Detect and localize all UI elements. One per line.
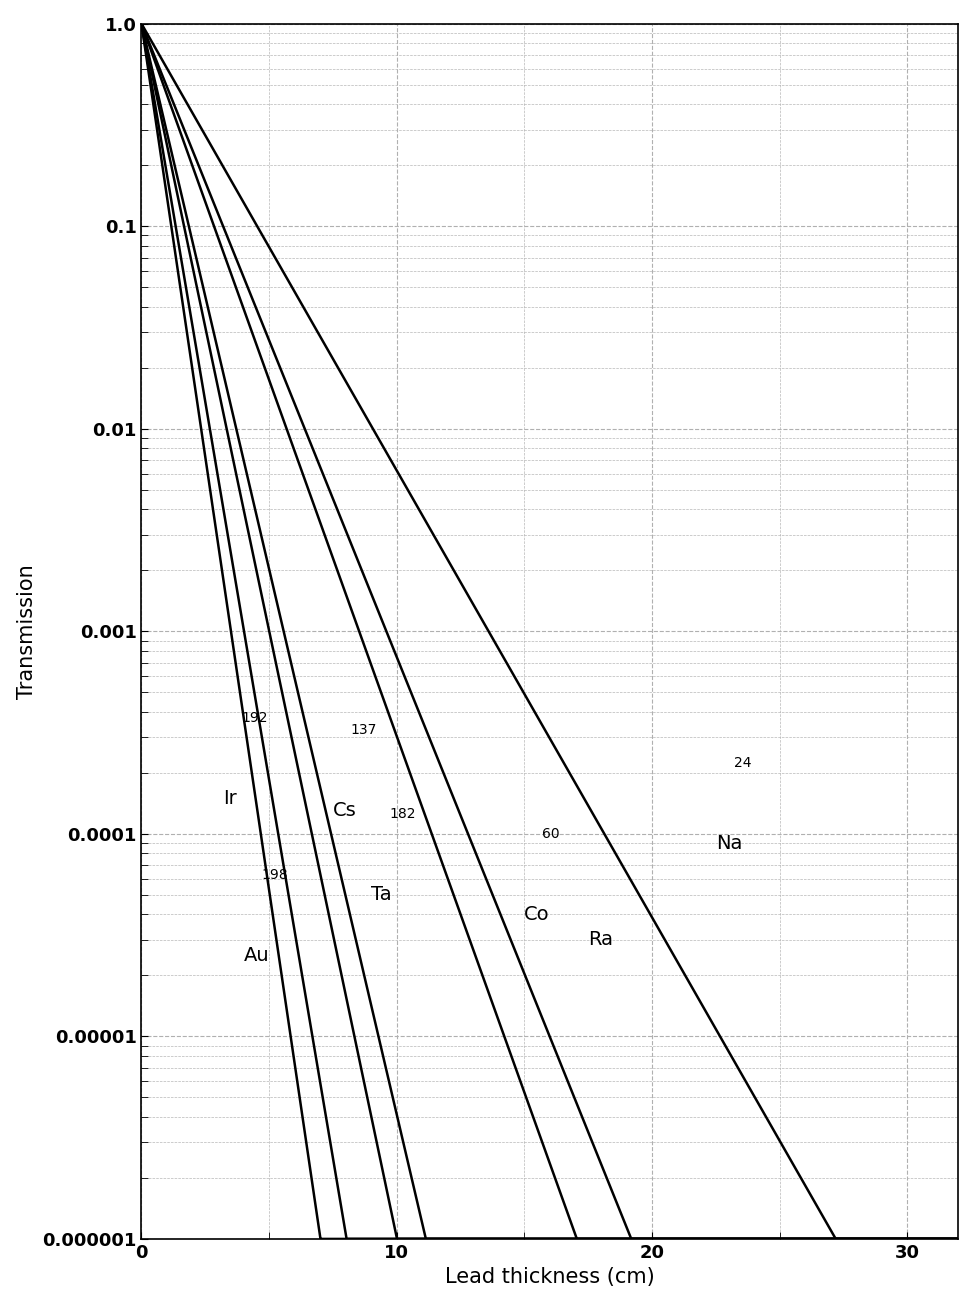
Text: 192: 192 xyxy=(241,711,267,725)
Text: 182: 182 xyxy=(389,807,415,822)
Text: Ra: Ra xyxy=(588,930,613,949)
Text: Co: Co xyxy=(525,905,550,925)
Text: 60: 60 xyxy=(542,827,560,841)
Text: Au: Au xyxy=(244,947,269,965)
Text: 24: 24 xyxy=(734,755,751,769)
Y-axis label: Transmission: Transmission xyxy=(17,563,37,699)
Text: Na: Na xyxy=(716,833,742,853)
Text: Ta: Ta xyxy=(371,885,392,904)
Text: 137: 137 xyxy=(351,724,377,737)
Text: 198: 198 xyxy=(261,868,288,883)
X-axis label: Lead thickness (cm): Lead thickness (cm) xyxy=(445,1267,655,1287)
Text: Ir: Ir xyxy=(223,789,237,807)
Text: Cs: Cs xyxy=(332,801,357,820)
